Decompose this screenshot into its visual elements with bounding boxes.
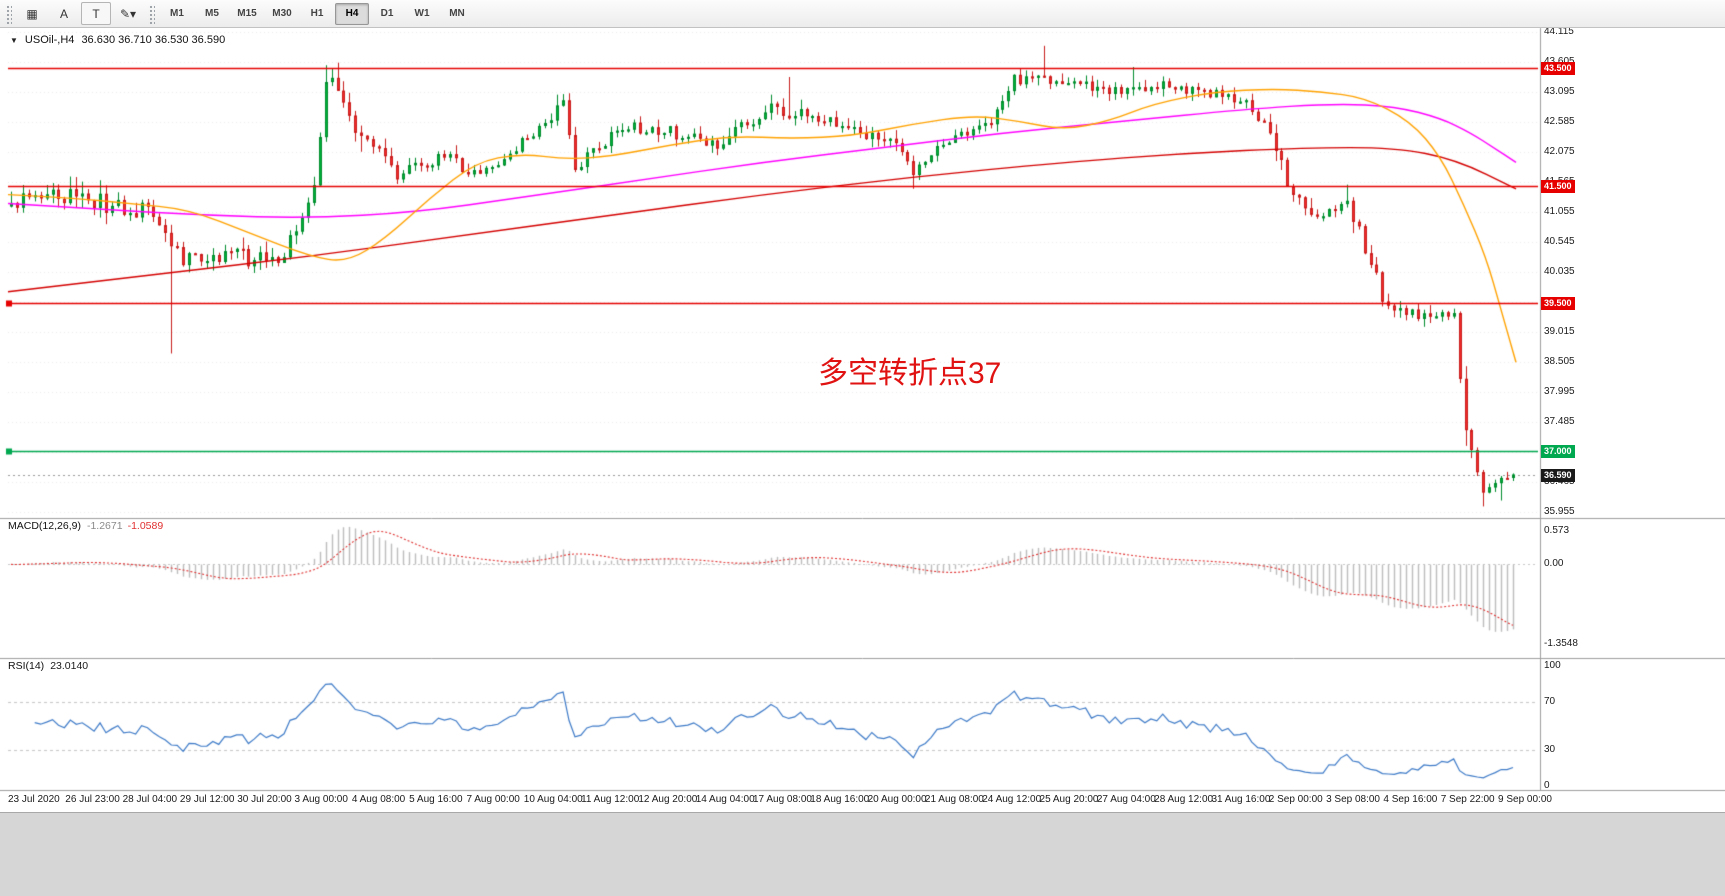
time-axis-label: 7 Aug 00:00: [466, 794, 520, 805]
price-scale-label: 44.115: [1544, 26, 1574, 37]
time-axis-label: 26 Jul 23:00: [65, 794, 120, 805]
price-scale-label: 43.095: [1544, 86, 1575, 97]
macd-panel-label: MACD(12,26,9) -1.2671 -1.0589: [8, 520, 163, 532]
timeframe-button-d1[interactable]: D1: [380, 8, 394, 19]
price-scale-label: 41.055: [1544, 206, 1575, 217]
macd-signal-value: -1.0589: [127, 520, 164, 532]
timeframe-button-m30[interactable]: M30: [272, 8, 292, 19]
time-axis-label: 28 Jul 04:00: [122, 794, 178, 805]
rsi-scale-label: 30: [1544, 744, 1556, 755]
drawing-tools-group: ▦ A T ✎▾: [17, 2, 143, 25]
collapse-icon[interactable]: ▼: [10, 35, 18, 45]
macd-indicator-name: MACD(12,26,9): [8, 520, 81, 532]
level-price-badge: 41.500: [1541, 179, 1575, 193]
tool-button-drawing-menu[interactable]: ✎▾: [119, 6, 137, 21]
price-scale-label: 37.995: [1544, 386, 1575, 397]
chart-text-annotation[interactable]: 多空转折点37: [818, 357, 1002, 390]
time-axis-label: 28 Aug 12:00: [1154, 794, 1214, 805]
price-scale-label: 40.545: [1544, 236, 1575, 247]
time-axis-label: 25 Aug 20:00: [1039, 794, 1099, 805]
price-scale-label: 37.485: [1544, 416, 1575, 427]
time-axis-label: 27 Aug 04:00: [1096, 794, 1156, 805]
current-price-badge: 36.590: [1541, 468, 1575, 482]
time-axis-label: 18 Aug 16:00: [810, 794, 870, 805]
symbol-info: ▼ USOil-,H4 36.630 36.710 36.530 36.590: [10, 34, 225, 46]
toolbar: ▦ A T ✎▾ M1 M5 M15 M30 H1 H4 D1 W1 MN: [0, 0, 1725, 28]
rsi-scale-label: 100: [1544, 660, 1561, 671]
toolbar-grip[interactable]: [5, 3, 12, 24]
level-price-badge: 39.500: [1541, 297, 1575, 311]
time-axis-label: 3 Sep 08:00: [1326, 794, 1380, 805]
time-axis-label: 4 Sep 16:00: [1383, 794, 1438, 805]
price-scale-label: 42.075: [1544, 146, 1575, 157]
timeframe-button-h4[interactable]: H4: [335, 2, 369, 25]
time-axis-label: 12 Aug 20:00: [638, 794, 698, 805]
rsi-scale-label: 70: [1544, 696, 1556, 707]
time-axis-label: 24 Aug 12:00: [982, 794, 1042, 805]
time-axis-label: 29 Jul 12:00: [179, 794, 235, 805]
rsi-scale-label: 0: [1544, 780, 1550, 791]
macd-scale-label: 0.00: [1544, 558, 1564, 570]
macd-main-value: -1.2671: [86, 520, 123, 532]
toolbar-grip-2[interactable]: [148, 3, 155, 24]
timeframe-button-mn[interactable]: MN: [449, 8, 465, 19]
time-axis-label: 31 Aug 16:00: [1211, 794, 1271, 805]
timeframe-button-m5[interactable]: M5: [205, 8, 219, 19]
macd-scale-label: -1.3548: [1544, 638, 1578, 650]
timeframe-group: M1 M5 M15 M30 H1 H4 D1 W1 MN: [160, 2, 474, 25]
level-price-badge: 37.000: [1541, 444, 1575, 458]
macd-scale-label: 0.573: [1544, 524, 1570, 536]
time-axis-label: 11 Aug 12:00: [581, 794, 640, 805]
time-axis-label: 2 Sep 00:00: [1268, 794, 1323, 805]
timeframe-button-h1[interactable]: H1: [310, 8, 324, 19]
price-scale-label: 40.035: [1544, 266, 1575, 277]
timeframe-button-w1[interactable]: W1: [414, 8, 430, 19]
tool-button-chart-layout[interactable]: ▦: [26, 6, 38, 21]
price-scale-label: 39.015: [1544, 326, 1575, 337]
price-scale-label: 42.585: [1544, 116, 1575, 127]
timeframe-button-m1[interactable]: M1: [170, 8, 184, 19]
time-axis-label: 21 Aug 08:00: [924, 794, 984, 805]
price-scale-label: 35.955: [1544, 506, 1575, 517]
rsi-panel-label: RSI(14) 23.0140: [8, 660, 88, 672]
level-price-badge: 43.500: [1541, 62, 1575, 76]
rsi-value: 23.0140: [50, 660, 89, 672]
rsi-indicator-name: RSI(14): [8, 660, 45, 672]
tool-button-text-a[interactable]: A: [59, 6, 68, 21]
time-axis-label: 20 Aug 00:00: [867, 794, 927, 805]
time-axis-label: 3 Aug 00:00: [294, 794, 348, 805]
time-axis-label: 4 Aug 08:00: [351, 794, 406, 805]
time-axis-label: 14 Aug 04:00: [695, 794, 755, 805]
time-axis-label: 17 Aug 08:00: [753, 794, 812, 805]
symbol-label: USOil-,H4: [24, 34, 75, 46]
time-axis-label: 30 Jul 20:00: [237, 794, 292, 805]
time-axis-label: 7 Sep 22:00: [1440, 794, 1495, 805]
time-axis-label: 23 Jul 2020: [8, 794, 60, 805]
status-area: [0, 812, 1725, 896]
time-axis-label: 9 Sep 00:00: [1498, 794, 1552, 805]
price-scale-label: 38.505: [1544, 356, 1575, 367]
time-axis-label: 10 Aug 04:00: [523, 794, 583, 805]
timeframe-button-m15[interactable]: M15: [237, 8, 257, 19]
tool-button-text-t[interactable]: T: [81, 2, 111, 25]
ohlc-values: 36.630 36.710 36.530 36.590: [81, 34, 226, 46]
time-axis-label: 5 Aug 16:00: [409, 794, 463, 805]
price-scale-label: 43.605: [1544, 56, 1575, 67]
